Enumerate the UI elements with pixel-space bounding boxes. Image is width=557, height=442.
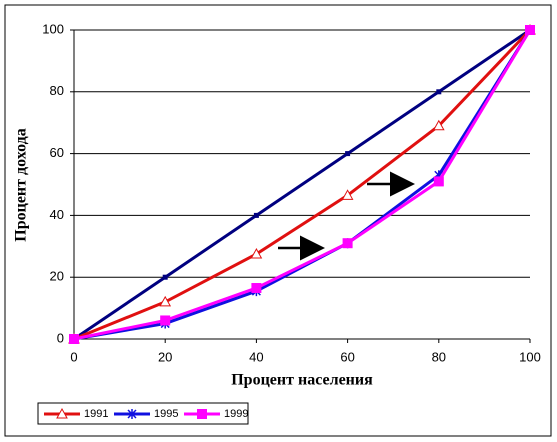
marker [197,409,207,419]
marker [56,407,68,419]
marker [160,315,171,326]
marker [251,283,262,294]
y-tick-label: 60 [50,145,64,160]
y-tick-label: 0 [57,330,64,345]
marker [342,238,353,249]
series-line [73,29,532,341]
x-tick-label: 40 [249,349,263,364]
y-tick-label: 100 [42,21,64,36]
marker [250,247,263,259]
marker [432,119,445,131]
y-tick-label: 40 [50,207,64,222]
x-tick-label: 60 [340,349,354,364]
marker [345,151,351,157]
marker [341,189,354,200]
y-tick-label: 80 [50,83,64,98]
series-line [73,28,531,341]
marker [436,89,442,95]
marker [162,274,168,280]
legend-label: 1999 [224,408,248,420]
marker [433,176,444,187]
legend-label: 1991 [84,408,108,420]
x-axis-label: Процент населения [231,372,373,389]
y-axis-label: Процент дохода [13,128,30,241]
x-tick-label: 80 [432,349,446,364]
x-tick-label: 100 [519,349,541,364]
x-tick-label: 20 [158,349,172,364]
x-tick-label: 0 [70,349,77,364]
marker [127,409,137,419]
y-tick-label: 20 [50,269,64,284]
marker [525,25,535,35]
marker [69,334,79,344]
marker [159,295,172,307]
series-line [73,28,532,341]
legend-label: 1995 [154,408,178,420]
marker [253,212,259,218]
